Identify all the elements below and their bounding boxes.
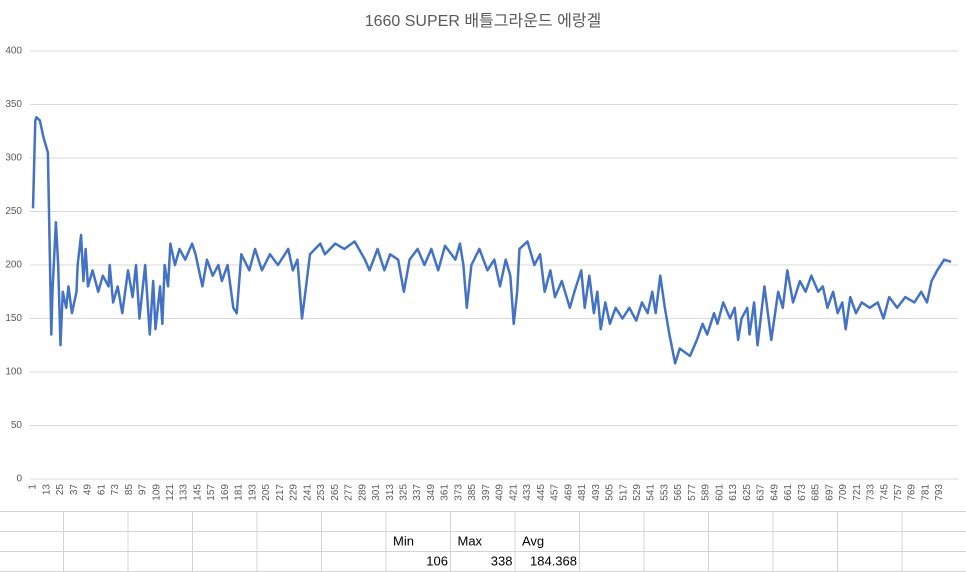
x-tick-label: 445 bbox=[536, 484, 547, 501]
x-tick-label: 217 bbox=[275, 484, 286, 501]
x-tick-label: 589 bbox=[701, 484, 712, 501]
x-tick-label: 757 bbox=[893, 484, 904, 501]
x-tick-label: 613 bbox=[728, 484, 739, 501]
y-tick-label: 100 bbox=[5, 367, 22, 378]
x-tick-label: 193 bbox=[247, 484, 258, 501]
x-tick-label: 793 bbox=[934, 484, 945, 501]
cell-value: 184.368 bbox=[530, 553, 577, 568]
x-tick-label: 553 bbox=[659, 484, 670, 501]
x-tick-label: 157 bbox=[206, 484, 217, 501]
y-tick-label: 400 bbox=[5, 46, 22, 57]
x-tick-label: 169 bbox=[220, 484, 231, 501]
x-tick-label: 229 bbox=[289, 484, 300, 501]
x-tick-label: 661 bbox=[783, 484, 794, 501]
y-tick-label: 250 bbox=[5, 206, 22, 217]
cell-header: Min bbox=[393, 533, 414, 548]
x-tick-label: 685 bbox=[811, 484, 822, 501]
y-tick-label: 300 bbox=[5, 153, 22, 164]
x-tick-label: 37 bbox=[69, 484, 80, 496]
x-tick-label: 769 bbox=[907, 484, 918, 501]
x-tick-label: 649 bbox=[769, 484, 780, 501]
x-tick-label: 697 bbox=[824, 484, 835, 501]
x-tick-label: 205 bbox=[261, 484, 272, 501]
chart-title: 1660 SUPER 배틀그라운드 에랑겔 bbox=[365, 12, 602, 30]
x-tick-label: 781 bbox=[920, 484, 931, 501]
x-tick-label: 541 bbox=[646, 484, 657, 501]
y-tick-label: 0 bbox=[16, 474, 22, 485]
x-tick-label: 481 bbox=[577, 484, 588, 501]
x-tick-label: 61 bbox=[96, 484, 107, 496]
y-tick-label: 350 bbox=[5, 99, 22, 110]
x-tick-label: 409 bbox=[495, 484, 506, 501]
x-tick-label: 325 bbox=[399, 484, 410, 501]
x-tick-label: 25 bbox=[55, 484, 66, 496]
x-tick-label: 673 bbox=[797, 484, 808, 501]
x-tick-label: 565 bbox=[673, 484, 684, 501]
x-tick-label: 73 bbox=[110, 484, 121, 496]
x-tick-label: 349 bbox=[426, 484, 437, 501]
cell-header: Max bbox=[458, 533, 483, 548]
x-tick-label: 577 bbox=[687, 484, 698, 501]
x-tick-label: 469 bbox=[563, 484, 574, 501]
x-tick-label: 397 bbox=[481, 484, 492, 501]
x-tick-label: 505 bbox=[605, 484, 616, 501]
x-tick-label: 265 bbox=[330, 484, 341, 501]
x-tick-label: 277 bbox=[344, 484, 355, 501]
x-tick-label: 337 bbox=[412, 484, 423, 501]
x-tick-label: 13 bbox=[41, 484, 52, 496]
x-tick-label: 241 bbox=[302, 484, 313, 501]
x-tick-label: 145 bbox=[192, 484, 203, 501]
x-tick-label: 121 bbox=[165, 484, 176, 501]
x-tick-label: 253 bbox=[316, 484, 327, 501]
x-tick-label: 373 bbox=[453, 484, 464, 501]
x-tick-label: 637 bbox=[756, 484, 767, 501]
y-tick-label: 50 bbox=[11, 420, 23, 431]
cell-value: 338 bbox=[491, 553, 513, 568]
x-tick-label: 1 bbox=[28, 484, 39, 490]
x-tick-label: 529 bbox=[632, 484, 643, 501]
x-tick-label: 709 bbox=[838, 484, 849, 501]
x-tick-label: 457 bbox=[550, 484, 561, 501]
x-tick-label: 493 bbox=[591, 484, 602, 501]
x-tick-label: 313 bbox=[385, 484, 396, 501]
x-tick-label: 733 bbox=[866, 484, 877, 501]
y-tick-label: 150 bbox=[5, 313, 22, 324]
x-tick-label: 433 bbox=[522, 484, 533, 501]
x-tick-label: 601 bbox=[714, 484, 725, 501]
x-tick-label: 289 bbox=[357, 484, 368, 501]
x-tick-label: 625 bbox=[742, 484, 753, 501]
x-tick-label: 421 bbox=[508, 484, 519, 501]
x-tick-label: 361 bbox=[440, 484, 451, 501]
x-tick-label: 49 bbox=[83, 484, 94, 496]
x-tick-label: 301 bbox=[371, 484, 382, 501]
x-tick-label: 721 bbox=[852, 484, 863, 501]
x-tick-label: 181 bbox=[234, 484, 245, 501]
cell-header: Avg bbox=[522, 533, 544, 548]
x-tick-label: 745 bbox=[879, 484, 890, 501]
cell-value: 106 bbox=[426, 553, 448, 568]
x-tick-label: 133 bbox=[179, 484, 190, 501]
data-line bbox=[31, 116, 952, 365]
y-tick-label: 200 bbox=[5, 260, 22, 271]
x-tick-label: 97 bbox=[138, 484, 149, 496]
x-tick-label: 109 bbox=[151, 484, 162, 501]
x-tick-label: 517 bbox=[618, 484, 629, 501]
x-tick-label: 385 bbox=[467, 484, 478, 501]
x-tick-label: 85 bbox=[124, 484, 135, 496]
